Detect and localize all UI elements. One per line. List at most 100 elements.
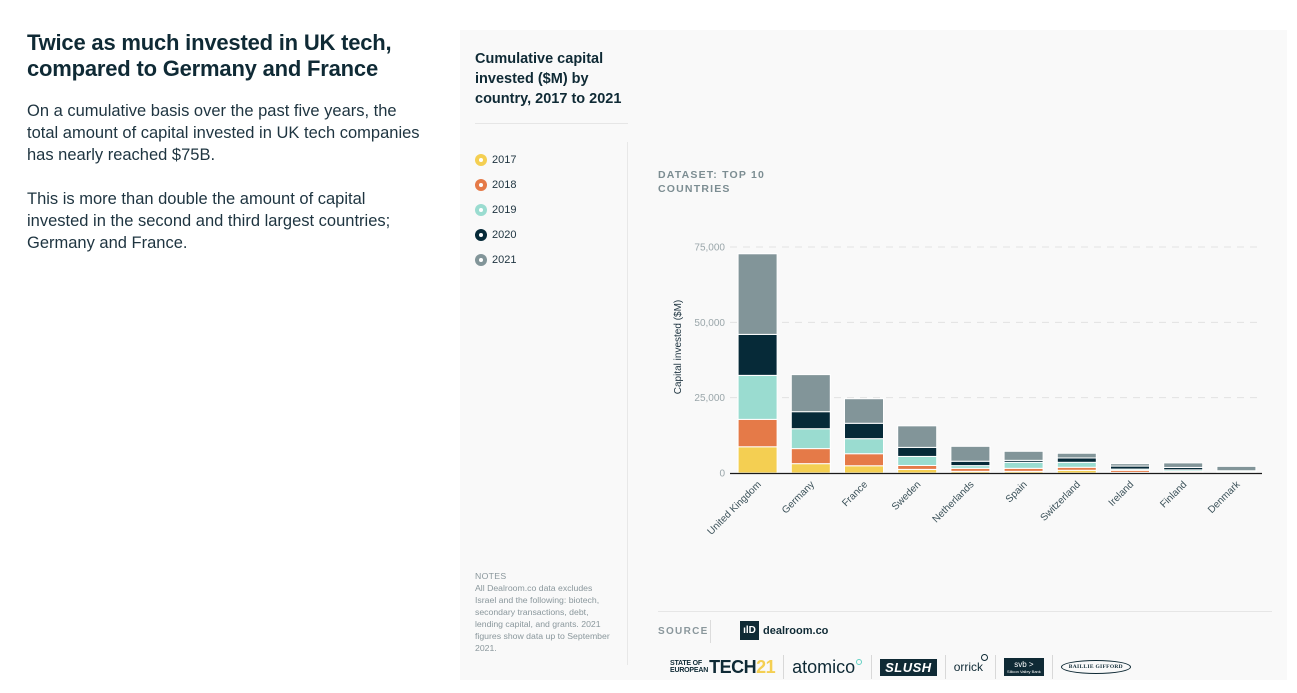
x-tick-label: Finland xyxy=(1158,479,1189,510)
atomico-logo: atomico xyxy=(792,656,863,678)
y-axis-title: Capital invested ($M) xyxy=(673,300,684,394)
x-tick-label: Switzerland xyxy=(1039,479,1083,523)
bar-segment-2019 xyxy=(1003,461,1044,469)
dealroom-name: dealroom.co xyxy=(763,624,829,637)
legend-label: 2017 xyxy=(492,153,517,166)
legend-label: 2019 xyxy=(492,203,517,216)
orrick-ring-icon xyxy=(981,654,989,661)
bar-segment-2019 xyxy=(897,455,938,466)
bar-segment-2018 xyxy=(844,453,884,467)
legend-label: 2021 xyxy=(492,253,517,266)
legend-swatch-icon xyxy=(475,203,487,216)
logo-separator xyxy=(1051,655,1053,679)
source-label: Source xyxy=(658,626,709,637)
legend-item-2019[interactable]: 2019 xyxy=(475,197,516,222)
y-tick-label: 50,000 xyxy=(694,318,725,329)
bars xyxy=(737,253,1257,474)
title-divider xyxy=(475,123,628,124)
intro-paragraph-2: This is more than double the amount of c… xyxy=(27,190,391,252)
x-tick-label: Spain xyxy=(1004,479,1030,505)
bar-stack-spain xyxy=(1003,450,1044,474)
x-axis-ticks: United Kingdom Germany France Sweden Netherl… xyxy=(706,479,1244,538)
bar-segment-2021 xyxy=(950,445,991,462)
bar-stack-france xyxy=(844,398,884,474)
legend-item-2017[interactable]: 2017 xyxy=(475,147,516,172)
y-tick-label: 25,000 xyxy=(694,393,725,404)
bar-segment-2018 xyxy=(737,418,778,448)
soet-line2: EUROPEAN xyxy=(670,667,709,674)
bar-segment-2017 xyxy=(844,465,884,474)
bar-segment-2019 xyxy=(1056,461,1097,468)
bar-stack-denmark xyxy=(1216,465,1257,474)
legend-label: 2020 xyxy=(492,228,517,241)
soet-year: 21 xyxy=(756,656,776,677)
bar-segment-2020 xyxy=(790,411,831,430)
legend-swatch-icon xyxy=(475,228,487,241)
bar-stack-sweden xyxy=(897,425,938,474)
logo-separator xyxy=(871,655,873,679)
legend-swatch-icon xyxy=(475,253,487,266)
dataset-label: Dataset: Top 10 Countries xyxy=(658,169,766,195)
legend-swatch-icon xyxy=(475,153,487,166)
x-tick-label: Sweden xyxy=(890,479,923,512)
legend-item-2020[interactable]: 2020 xyxy=(475,222,516,247)
soet-line1: STATE OF xyxy=(670,659,702,667)
legend-item-2021[interactable]: 2021 xyxy=(475,247,516,272)
soet-tech: TECH xyxy=(709,656,757,677)
partner-logos: STATE OF EUROPEAN TECH21 atomico SLUSH o… xyxy=(670,654,1131,680)
legend-swatch-icon xyxy=(475,178,487,191)
notes-text: All Dealroom.co data excludes Israel and… xyxy=(475,583,610,653)
bar-segment-2021 xyxy=(844,398,884,424)
bar-segment-2020 xyxy=(1056,457,1097,463)
bar-segment-2020 xyxy=(844,422,884,440)
sidebar-divider xyxy=(627,142,628,665)
x-tick-label: Netherlands xyxy=(931,479,977,525)
legend-item-2018[interactable]: 2018 xyxy=(475,172,516,197)
bar-segment-2021 xyxy=(897,425,938,448)
source-separator xyxy=(710,620,711,643)
x-tick-label: Ireland xyxy=(1107,479,1136,508)
dealroom-logo[interactable]: ılD dealroom.co xyxy=(740,621,828,640)
gridlines xyxy=(730,246,1262,399)
y-tick-label: 0 xyxy=(719,469,725,480)
atomico-text: atomico xyxy=(792,656,856,677)
bar-stack-ireland xyxy=(1110,463,1150,474)
y-axis-ticks: 0 25,000 50,000 75,000 xyxy=(694,243,725,480)
logo-separator xyxy=(944,655,946,679)
bar-stack-united-kingdom xyxy=(737,253,778,474)
bar-segment-2019 xyxy=(737,374,778,420)
headline: Twice as much invested in UK tech, compa… xyxy=(27,30,392,81)
x-tick-label: United Kingdom xyxy=(706,479,764,537)
bar-segment-2018 xyxy=(897,464,938,470)
slush-logo: SLUSH xyxy=(880,658,937,676)
bar-segment-2018 xyxy=(790,448,831,465)
bar-segment-2017 xyxy=(737,446,778,474)
x-tick-label: Denmark xyxy=(1206,479,1243,516)
baillie-gifford-logo: BAILLIE GIFFORD xyxy=(1060,660,1131,674)
bar-segment-2021 xyxy=(1163,462,1204,468)
bar-segment-2019 xyxy=(844,438,884,455)
bar-stack-finland xyxy=(1163,462,1204,474)
bar-segment-2020 xyxy=(950,460,991,467)
notes-heading: Notes xyxy=(475,571,507,581)
chart-title: Cumulative capital invested ($M) by coun… xyxy=(475,51,622,107)
svb-logo: svb > Silicon Valley Bank xyxy=(1004,658,1044,676)
bar-segment-2017 xyxy=(897,468,938,474)
bar-segment-2017 xyxy=(790,463,831,474)
bar-segment-2019 xyxy=(790,428,831,450)
bar-segment-2021 xyxy=(1003,450,1044,461)
chart-card: Cumulative capital invested ($M) by coun… xyxy=(460,30,1287,680)
y-tick-label: 75,000 xyxy=(694,243,725,254)
bar-stack-netherlands xyxy=(950,445,991,474)
chart-legend: 2017 2018 2019 2020 2021 xyxy=(475,147,516,272)
bar-segment-2021 xyxy=(790,374,831,413)
dealroom-logo-icon: ılD xyxy=(740,621,759,640)
bar-segment-2020 xyxy=(897,446,938,457)
bar-stack-switzerland xyxy=(1056,452,1097,474)
x-tick-label: Germany xyxy=(780,479,817,516)
bar-segment-2021 xyxy=(1216,465,1257,472)
state-of-european-tech-logo: STATE OF EUROPEAN TECH21 xyxy=(670,656,776,678)
source-divider xyxy=(658,611,1272,612)
atomico-dot-icon xyxy=(856,658,863,665)
bar-segment-2020 xyxy=(737,333,778,376)
